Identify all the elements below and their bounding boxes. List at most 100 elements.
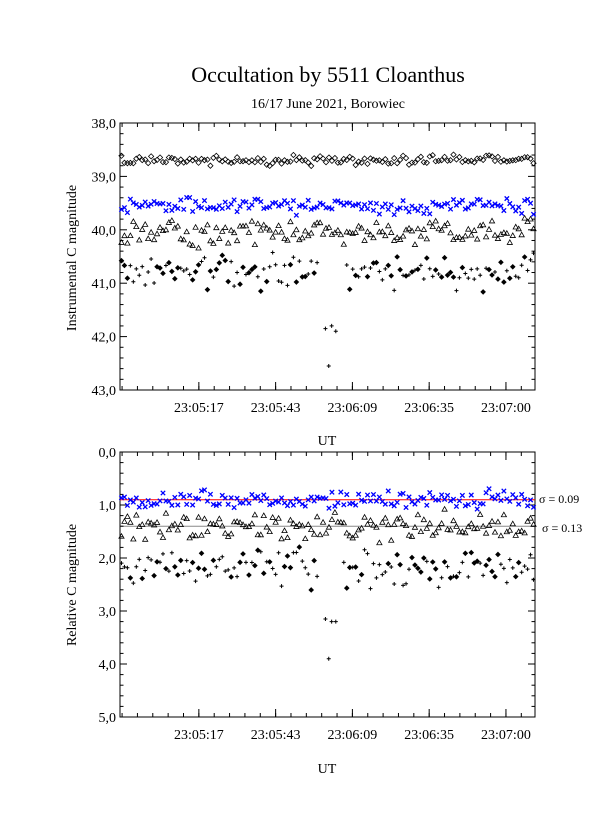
data-point-series-0 bbox=[227, 159, 235, 167]
data-point-series-0 bbox=[251, 159, 259, 166]
data-point-series-1 bbox=[234, 208, 240, 215]
data-point-series-3 bbox=[252, 264, 258, 270]
data-point-series-1 bbox=[239, 521, 247, 528]
data-point-series-2 bbox=[281, 563, 288, 570]
data-point-series-0 bbox=[239, 158, 247, 165]
data-point-series-2 bbox=[171, 224, 179, 231]
data-point-series-0 bbox=[402, 154, 410, 162]
data-point-series-1 bbox=[301, 535, 309, 542]
data-point-series-1 bbox=[233, 518, 241, 524]
data-point-series-3 bbox=[403, 273, 409, 279]
data-point-series-1 bbox=[424, 205, 430, 212]
data-point-series-2 bbox=[187, 568, 192, 573]
data-point-series-2 bbox=[300, 559, 305, 564]
data-point-series-0 bbox=[258, 497, 264, 504]
data-point-series-1 bbox=[527, 514, 534, 521]
data-point-series-2 bbox=[131, 581, 136, 586]
data-point-series-2 bbox=[412, 562, 418, 568]
data-point-series-1 bbox=[159, 534, 167, 540]
x-tick-label: 23:06:09 bbox=[328, 401, 378, 416]
data-point-series-2 bbox=[343, 228, 351, 235]
data-point-series-2 bbox=[296, 544, 303, 550]
data-point-series-0 bbox=[142, 156, 149, 163]
data-point-series-3 bbox=[415, 266, 421, 273]
data-point-series-2 bbox=[495, 551, 501, 558]
data-point-series-0 bbox=[331, 154, 339, 162]
data-point-series-1 bbox=[180, 513, 188, 520]
y-tick-label: 1,0 bbox=[99, 499, 117, 514]
data-point-series-0 bbox=[145, 497, 151, 504]
data-point-series-2 bbox=[144, 235, 152, 242]
data-point-series-1 bbox=[213, 521, 220, 527]
data-point-series-2 bbox=[143, 568, 148, 573]
data-point-series-2 bbox=[467, 231, 475, 238]
data-point-series-2 bbox=[479, 221, 487, 228]
data-point-series-0 bbox=[329, 489, 335, 495]
data-point-series-0 bbox=[323, 495, 329, 502]
data-point-series-3 bbox=[163, 263, 168, 268]
data-point-series-2 bbox=[409, 554, 415, 561]
data-point-series-1 bbox=[284, 200, 291, 206]
data-point-series-0 bbox=[424, 502, 430, 508]
sigma-annotation-black: σ = 0.13 bbox=[542, 521, 582, 535]
data-point-series-2 bbox=[402, 226, 410, 233]
data-point-series-3 bbox=[267, 264, 272, 269]
data-point-series-2 bbox=[401, 583, 406, 588]
data-point-series-3 bbox=[480, 289, 486, 295]
data-point-series-3 bbox=[216, 260, 223, 266]
data-point-series-0 bbox=[326, 505, 332, 511]
data-point-series-2 bbox=[278, 228, 285, 235]
data-point-series-1 bbox=[319, 518, 327, 525]
data-point-series-3 bbox=[309, 259, 314, 264]
data-point-series-2 bbox=[500, 229, 508, 236]
data-point-series-2 bbox=[462, 550, 469, 557]
data-point-series-1 bbox=[361, 513, 368, 520]
data-point-series-1 bbox=[423, 524, 431, 531]
data-point-series-0 bbox=[524, 154, 531, 161]
data-point-series-2 bbox=[334, 226, 342, 233]
data-point-series-0 bbox=[427, 489, 433, 496]
data-point-series-3 bbox=[166, 259, 172, 266]
data-point-series-0 bbox=[462, 157, 469, 164]
data-point-series-2 bbox=[174, 222, 182, 229]
data-point-series-1 bbox=[503, 528, 511, 535]
data-point-series-0 bbox=[228, 495, 234, 501]
data-point-series-2 bbox=[383, 570, 388, 575]
data-point-series-2 bbox=[266, 226, 273, 233]
data-point-series-0 bbox=[483, 490, 489, 496]
data-point-series-0 bbox=[305, 159, 312, 166]
data-point-series-1 bbox=[441, 505, 448, 512]
data-point-series-3 bbox=[421, 276, 426, 281]
data-point-series-2 bbox=[411, 241, 419, 247]
data-point-series-0 bbox=[308, 162, 315, 170]
data-point-series-2 bbox=[306, 572, 311, 577]
data-point-series-0 bbox=[157, 498, 163, 504]
data-point-series-1 bbox=[251, 511, 259, 518]
data-point-series-2 bbox=[139, 575, 146, 582]
data-point-series-0 bbox=[160, 490, 166, 496]
data-point-series-1 bbox=[530, 211, 537, 217]
data-point-series-0 bbox=[399, 152, 407, 159]
data-point-series-2 bbox=[459, 235, 466, 242]
data-point-series-0 bbox=[453, 156, 460, 163]
data-point-series-0 bbox=[130, 160, 137, 167]
data-point-series-3 bbox=[489, 272, 495, 278]
data-point-series-3 bbox=[160, 270, 166, 277]
data-point-series-0 bbox=[290, 151, 297, 159]
data-point-series-2 bbox=[473, 235, 481, 242]
data-point-series-1 bbox=[506, 526, 514, 533]
data-point-series-1 bbox=[204, 528, 211, 534]
data-point-series-0 bbox=[373, 157, 380, 164]
data-point-series-2 bbox=[230, 229, 238, 236]
data-point-series-2 bbox=[512, 223, 520, 230]
data-point-series-2 bbox=[184, 558, 189, 563]
data-point-series-3 bbox=[472, 277, 477, 282]
data-point-series-0 bbox=[181, 494, 187, 500]
data-point-series-0 bbox=[334, 159, 342, 166]
data-point-series-2 bbox=[510, 565, 515, 570]
data-point-series-2 bbox=[207, 237, 214, 244]
data-point-series-0 bbox=[495, 492, 501, 498]
data-point-series-1 bbox=[124, 513, 131, 519]
data-point-series-2 bbox=[356, 579, 361, 584]
